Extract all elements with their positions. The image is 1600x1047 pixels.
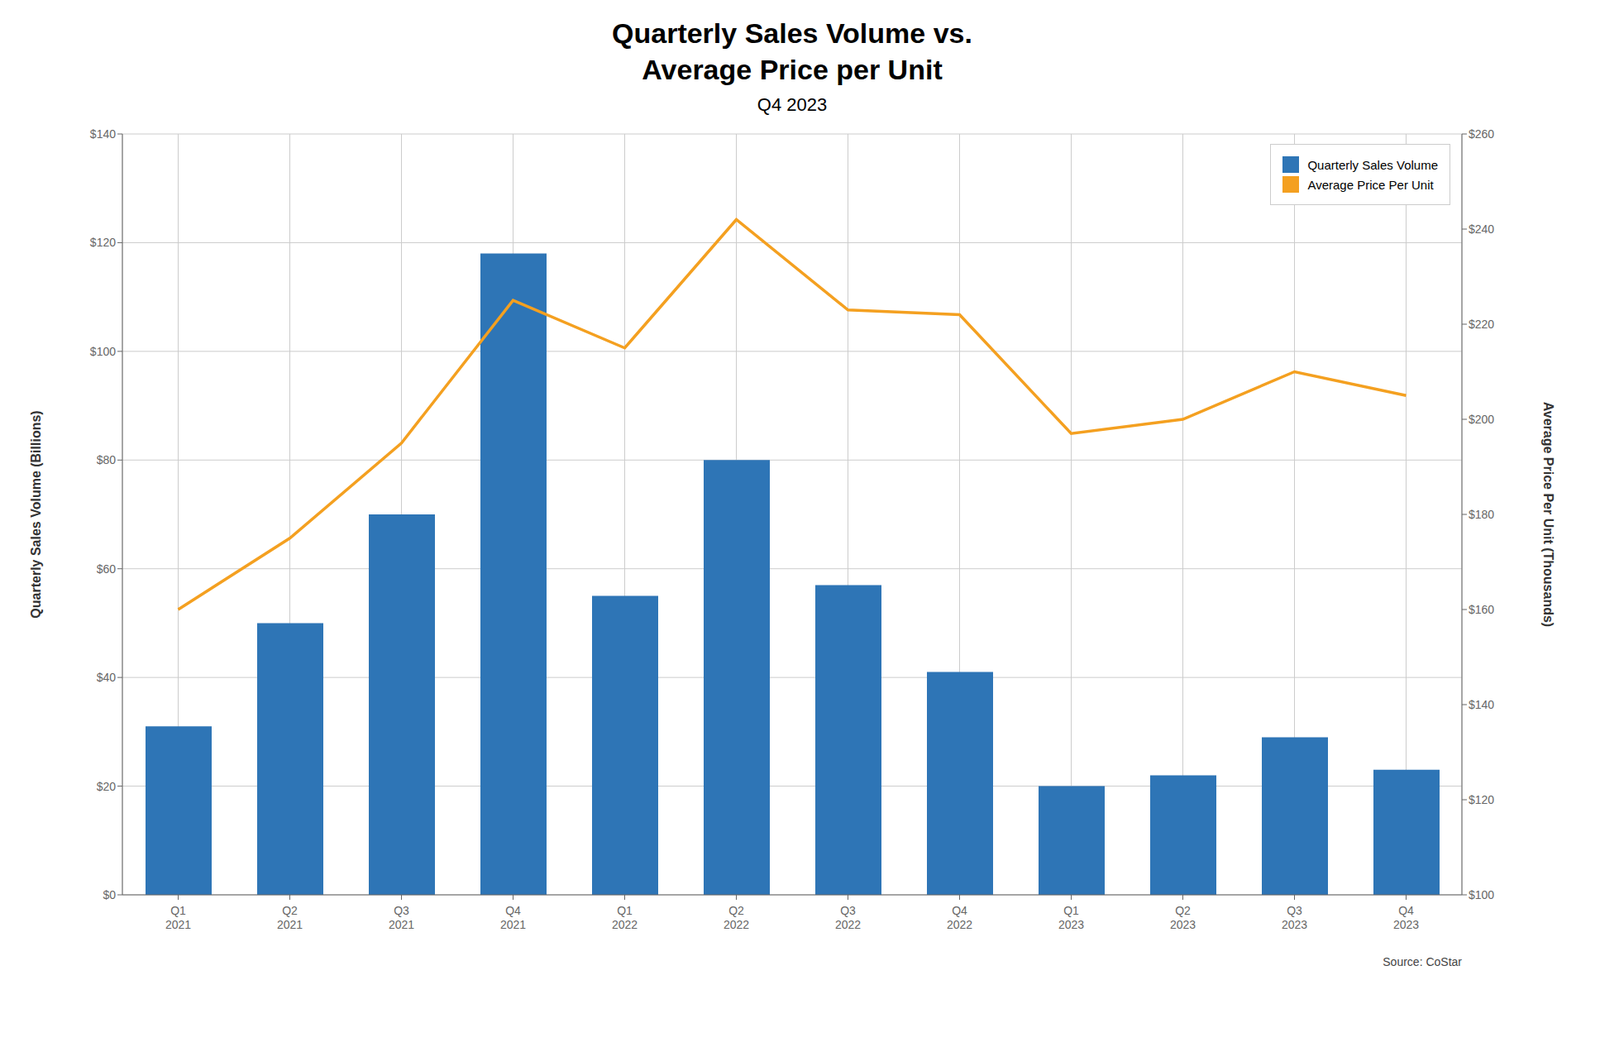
- svg-text:$20: $20: [96, 779, 117, 793]
- svg-text:Quarterly Sales Volume (Billio: Quarterly Sales Volume (Billions): [28, 410, 43, 618]
- svg-text:$240: $240: [1468, 222, 1495, 236]
- svg-text:$80: $80: [96, 453, 117, 467]
- svg-text:Q42023: Q42023: [1393, 903, 1419, 932]
- svg-text:Q32022: Q32022: [835, 903, 861, 932]
- html-text:Q4 2023: Q4 2023: [757, 94, 828, 115]
- svg-text:Q32021: Q32021: [388, 903, 415, 932]
- html-text:Average Price per Unit: Average Price per Unit: [641, 53, 943, 86]
- svg-text:Q42021: Q42021: [500, 903, 526, 932]
- html-text:Quarterly Sales Volume: Quarterly Sales Volume: [1307, 157, 1438, 172]
- html-text:Source: CoStar: Source: CoStar: [1382, 955, 1462, 969]
- svg-text:Q22022: Q22022: [723, 903, 750, 932]
- svg-text:$0: $0: [102, 888, 116, 902]
- html-text:Average Price Per Unit: Average Price Per Unit: [1307, 177, 1434, 192]
- svg-text:$120: $120: [1468, 792, 1495, 807]
- svg-text:Q12023: Q12023: [1058, 903, 1085, 932]
- svg-text:$260: $260: [1468, 127, 1495, 141]
- svg-text:Q32023: Q32023: [1281, 903, 1308, 932]
- svg-text:Q42022: Q42022: [946, 903, 973, 932]
- svg-text:$120: $120: [90, 235, 116, 249]
- svg-text:Q12022: Q12022: [611, 903, 638, 932]
- svg-text:Average Price Per Unit (Thousa: Average Price Per Unit (Thousands): [1541, 401, 1556, 627]
- svg-text:Q22021: Q22021: [277, 903, 303, 932]
- svg-text:$40: $40: [96, 670, 117, 684]
- svg-text:$200: $200: [1468, 412, 1495, 426]
- svg-text:$160: $160: [1468, 602, 1495, 617]
- svg-text:Q12021: Q12021: [165, 903, 192, 932]
- svg-text:$100: $100: [90, 344, 116, 359]
- svg-text:$60: $60: [96, 562, 117, 576]
- svg-text:$140: $140: [90, 127, 116, 141]
- svg-text:$220: $220: [1468, 317, 1495, 331]
- html-text:Quarterly Sales Volume vs.: Quarterly Sales Volume vs.: [611, 17, 973, 49]
- svg-text:$100: $100: [1468, 888, 1495, 902]
- svg-text:$140: $140: [1468, 697, 1495, 712]
- svg-text:Q22023: Q22023: [1170, 903, 1196, 932]
- svg-text:$180: $180: [1468, 507, 1495, 521]
